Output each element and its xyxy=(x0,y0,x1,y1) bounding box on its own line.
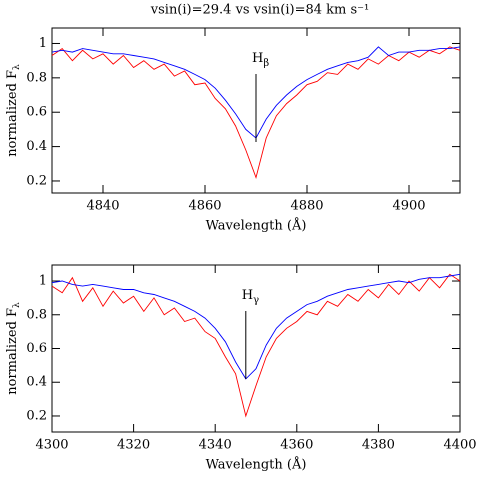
plot-frame xyxy=(51,27,461,194)
y-tick-label: 1 xyxy=(39,274,47,289)
x-axis-label: Wavelength (Å) xyxy=(206,457,307,473)
y-axis-label-text: normalized F xyxy=(5,70,20,157)
x-tick-label: 4300 xyxy=(35,438,68,453)
annotation-subscript: β xyxy=(263,58,269,69)
y-tick-label: 0.4 xyxy=(26,139,47,154)
x-tick-label: 4840 xyxy=(86,199,119,214)
x-tick-label: 4340 xyxy=(199,438,232,453)
annotation: Hγ xyxy=(242,288,259,306)
chart-title: vsin(i)=29.4 vs vsin(i)=84 km s⁻¹ xyxy=(150,3,369,18)
x-tick-label: 4360 xyxy=(280,438,313,453)
y-tick-label: 0.2 xyxy=(26,173,47,188)
y-axis-label-subscript: λ xyxy=(12,64,22,70)
y-tick-label: 0.2 xyxy=(26,408,47,423)
x-tick-label: 4860 xyxy=(188,199,221,214)
y-tick-label: 0.6 xyxy=(26,341,47,356)
x-tick-label: 4380 xyxy=(362,438,395,453)
y-tick-label: 0.8 xyxy=(26,307,47,322)
annotation-subscript: γ xyxy=(253,295,259,306)
y-axis-label: normalized Fλ xyxy=(5,302,22,395)
y-axis-label-text: normalized F xyxy=(5,308,20,395)
y-axis-label-subscript: λ xyxy=(12,302,22,308)
x-tick-label: 4880 xyxy=(290,199,323,214)
plot-frame xyxy=(51,264,461,433)
spectrum-line xyxy=(51,46,461,180)
x-tick-label: 4900 xyxy=(392,199,425,214)
spectrum-line xyxy=(51,273,461,418)
y-tick-label: 0.4 xyxy=(26,375,47,390)
y-tick-label: 0.8 xyxy=(26,70,47,85)
x-axis-label: Wavelength (Å) xyxy=(206,218,307,234)
y-tick-label: 0.6 xyxy=(26,105,47,120)
x-tick-label: 4320 xyxy=(117,438,150,453)
x-tick-label: 4400 xyxy=(443,438,476,453)
annotation-text: H xyxy=(242,288,253,303)
annotation: Hβ xyxy=(252,51,269,69)
spectrum-line xyxy=(51,273,461,380)
y-tick-label: 1 xyxy=(39,36,47,51)
annotation-text: H xyxy=(252,51,263,66)
y-axis-label: normalized Fλ xyxy=(5,64,22,157)
